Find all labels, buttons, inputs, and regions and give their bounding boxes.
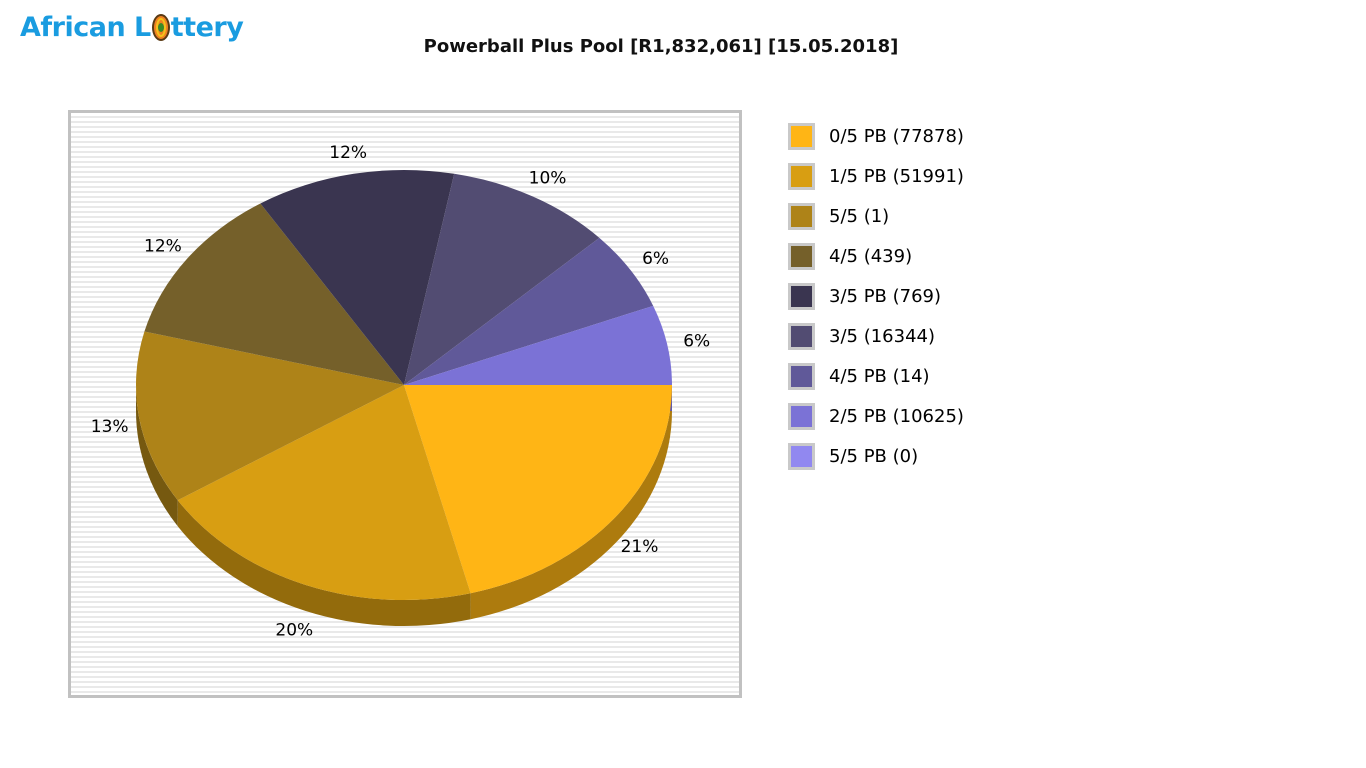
pie-chart-panel: 21% 20% 13% 12% 12% 10% 6% 6% [68,110,742,698]
pie-slice [144,203,404,385]
legend-label: 4/5 (439) [829,246,913,267]
legend-item: 3/5 (16344) [788,323,964,350]
pie-slice-label: 10% [529,168,567,188]
legend-item: 4/5 (439) [788,243,964,270]
pie-slice [404,237,654,385]
pie-slice-rim [136,385,178,527]
legend-item: 0/5 PB (77878) [788,123,964,150]
legend-swatch [788,123,815,150]
pie-slice-label: 6% [683,332,710,352]
legend: 0/5 PB (77878) 1/5 PB (51991) 5/5 (1) 4/5 (… [788,123,964,483]
legend-label: 3/5 (16344) [829,326,935,347]
legend-label: 1/5 PB (51991) [829,166,964,187]
legend-swatch [788,203,815,230]
pie-slice-rim [470,385,672,620]
legend-item: 1/5 PB (51991) [788,163,964,190]
pie-slice-label: 6% [642,249,669,269]
pie-slice-label: 20% [275,621,313,641]
pie-slice [136,331,404,501]
pie-slice-rim [177,500,471,626]
legend-item: 5/5 (1) [788,203,964,230]
legend-swatch [788,243,815,270]
legend-item: 4/5 PB (14) [788,363,964,390]
pie-slice-label: 13% [91,417,129,437]
legend-label: 3/5 PB (769) [829,286,942,307]
legend-item: 3/5 PB (769) [788,283,964,310]
legend-label: 5/5 (1) [829,206,890,227]
legend-swatch [788,283,815,310]
pie-slice [404,385,672,594]
logo-text-prefix: African L [20,12,151,43]
page-title: Powerball Plus Pool [R1,832,061] [15.05.… [423,36,899,57]
pie-slice [404,305,672,385]
legend-swatch [788,443,815,470]
pie-slice-label: 12% [144,237,182,257]
pie-slice-label: 12% [329,143,367,163]
legend-label: 2/5 PB (10625) [829,406,964,427]
legend-label: 4/5 PB (14) [829,366,930,387]
legend-swatch [788,363,815,390]
pie-chart: 21% 20% 13% 12% 12% 10% 6% 6% [91,143,710,641]
legend-label: 0/5 PB (77878) [829,126,964,147]
legend-item: 2/5 PB (10625) [788,403,964,430]
pie-slice [404,173,600,385]
legend-label: 5/5 PB (0) [829,446,919,467]
legend-swatch [788,163,815,190]
pie-slice-label: 21% [621,537,659,557]
lottery-ball-icon [151,14,170,41]
logo-text-suffix: ttery [170,12,244,43]
pie-slice [177,385,471,600]
legend-swatch [788,403,815,430]
pie-slice [260,170,455,385]
logo[interactable]: African L ttery [20,12,244,43]
legend-item: 5/5 PB (0) [788,443,964,470]
legend-swatch [788,323,815,350]
